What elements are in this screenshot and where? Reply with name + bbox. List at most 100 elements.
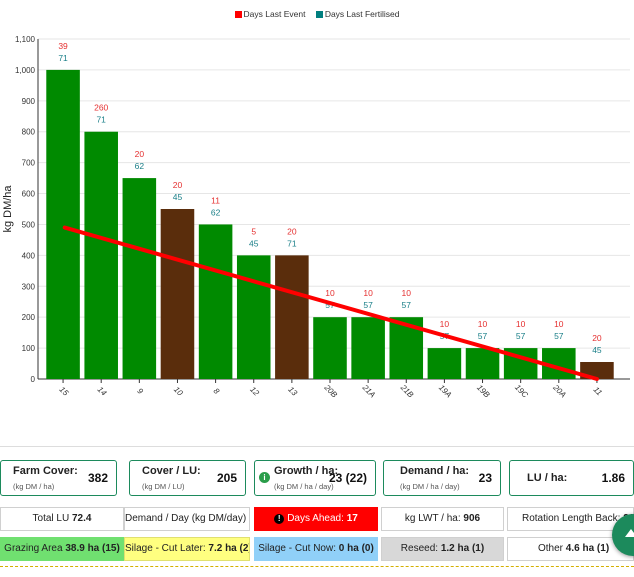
x-tick-label: 19C xyxy=(513,383,530,400)
days-last-event-label: 10 xyxy=(440,319,450,329)
days-last-fertilised-label: 45 xyxy=(249,238,259,248)
x-tick-label: 8 xyxy=(212,386,222,396)
y-tick-label: 700 xyxy=(22,159,36,168)
stat-value: 1.86 xyxy=(601,471,625,485)
legend-swatch-teal xyxy=(315,11,323,18)
y-tick-label: 800 xyxy=(22,128,36,137)
info-row-1: Total LU 72.4 Demand / Day (kg DM/day) 9… xyxy=(0,507,634,531)
cell-total-lu: Total LU 72.4 xyxy=(0,507,124,531)
bar-paddock-15[interactable] xyxy=(46,69,80,379)
stat-lu-ha: LU / ha: 1.86 xyxy=(509,460,634,496)
days-last-event-label: 39 xyxy=(58,41,68,51)
cell-silage-cut-now[interactable]: Silage - Cut Now: 0 ha (0) xyxy=(254,537,378,561)
y-tick-label: 900 xyxy=(22,97,36,106)
days-last-event-label: 5 xyxy=(251,226,256,236)
stat-farm-cover: Farm Cover: (kg DM / ha) 382 xyxy=(0,460,117,496)
days-last-event-label: 20 xyxy=(592,333,602,343)
days-last-fertilised-label: 57 xyxy=(554,331,564,341)
stat-label: Demand / ha: xyxy=(400,465,470,477)
days-last-event-label: 10 xyxy=(363,288,373,298)
bar-paddock-20b[interactable] xyxy=(313,317,347,379)
target-wedge-line xyxy=(62,225,599,381)
stat-sub: (kg DM / ha / day) xyxy=(400,482,460,491)
stat-value: 23 xyxy=(478,471,492,485)
cell-reseed[interactable]: Reseed: 1.2 ha (1) xyxy=(381,537,504,561)
cell-kg-lwt: kg LWT / ha: 906 xyxy=(381,507,504,531)
x-tick-label: 19B xyxy=(475,383,492,400)
days-last-event-label: 10 xyxy=(516,319,526,329)
stat-demand: Demand / ha: (kg DM / ha / day) 23 xyxy=(383,460,501,496)
bar-paddock-8[interactable] xyxy=(198,224,233,379)
cell-grazing-area[interactable]: Grazing Area 38.9 ha (15) xyxy=(0,537,124,561)
legend-swatch-red xyxy=(234,11,242,18)
y-tick-label: 200 xyxy=(22,313,36,322)
x-tick-label: 20B xyxy=(322,382,340,400)
section-divider xyxy=(0,446,634,447)
days-last-event-label: 20 xyxy=(173,180,183,190)
days-last-fertilised-label: 71 xyxy=(96,115,106,125)
stat-label: Growth / ha: xyxy=(274,465,339,477)
stat-sub: (kg DM / ha / day) xyxy=(274,482,334,491)
stat-label: Cover / LU: xyxy=(142,465,201,477)
bar-paddock-10[interactable] xyxy=(160,209,195,379)
x-tick-label: 12 xyxy=(248,385,261,398)
cell-days-ahead: ! Days Ahead: 17 xyxy=(254,507,378,531)
days-last-event-label: 10 xyxy=(325,288,335,298)
info-row-2: Grazing Area 38.9 ha (15) Silage - Cut L… xyxy=(0,537,634,561)
stat-sub: (kg DM / LU) xyxy=(142,482,185,491)
bar-paddock-19a[interactable] xyxy=(427,348,462,379)
dashed-divider xyxy=(0,566,634,567)
bar-paddock-12[interactable] xyxy=(236,255,271,379)
days-last-fertilised-label: 57 xyxy=(516,331,526,341)
x-tick-label: 20A xyxy=(551,382,568,399)
days-last-event-label: 11 xyxy=(211,195,220,205)
x-tick-label: 13 xyxy=(286,385,299,398)
stat-label: Farm Cover: xyxy=(13,465,78,477)
y-tick-label: 1,100 xyxy=(15,35,36,44)
days-last-fertilised-label: 62 xyxy=(211,207,221,217)
x-tick-label: 10 xyxy=(172,385,185,398)
days-last-event-label: 10 xyxy=(402,288,412,298)
bar-paddock-14[interactable] xyxy=(84,131,118,379)
days-last-fertilised-label: 57 xyxy=(402,300,412,310)
y-tick-label: 300 xyxy=(22,282,36,291)
x-tick-label: 11 xyxy=(592,385,604,397)
x-tick-label: 9 xyxy=(135,386,145,396)
y-tick-label: 400 xyxy=(22,251,36,260)
x-tick-label: 15 xyxy=(58,385,71,398)
legend-days-last-event[interactable]: Days Last Event xyxy=(234,9,308,19)
days-last-event-label: 20 xyxy=(135,149,145,159)
days-last-fertilised-label: 57 xyxy=(325,300,335,310)
days-last-event-label: 260 xyxy=(94,103,108,113)
y-tick-label: 0 xyxy=(31,375,36,384)
stat-growth: i Growth / ha: (kg DM / ha / day) 23 (22… xyxy=(254,460,376,496)
stat-value: 23 (22) xyxy=(328,471,367,485)
bar-paddock-13[interactable] xyxy=(275,255,309,379)
scroll-up-button[interactable] xyxy=(612,514,634,556)
bar-paddock-21a[interactable] xyxy=(351,317,385,379)
x-tick-label: 21B xyxy=(398,382,416,400)
days-last-fertilised-label: 57 xyxy=(363,300,373,310)
legend-days-last-fertilised[interactable]: Days Last Fertilised xyxy=(315,9,399,19)
days-last-fertilised-label: 45 xyxy=(173,192,183,202)
y-tick-label: 100 xyxy=(22,344,36,353)
days-last-fertilised-label: 45 xyxy=(592,345,602,355)
y-axis-label: kg DM/ha xyxy=(2,185,14,233)
days-last-event-label: 20 xyxy=(287,226,297,236)
days-last-fertilised-label: 71 xyxy=(58,53,68,63)
bar-paddock-9[interactable] xyxy=(122,178,157,379)
days-last-event-label: 10 xyxy=(478,319,488,329)
y-tick-label: 600 xyxy=(22,190,36,199)
stat-value: 205 xyxy=(216,471,237,485)
cell-silage-cut-later[interactable]: Silage - Cut Later: 7.2 ha (2) xyxy=(124,537,250,561)
info-icon[interactable]: i xyxy=(259,472,270,483)
days-last-fertilised-label: 71 xyxy=(287,238,297,248)
stats-row: Farm Cover: (kg DM / ha) 382 Cover / LU:… xyxy=(0,460,634,498)
days-last-event-label: 10 xyxy=(554,319,564,329)
y-tick-label: 500 xyxy=(22,220,36,229)
alert-icon: ! xyxy=(274,514,285,524)
stat-cover-lu: Cover / LU: (kg DM / LU) 205 xyxy=(129,460,246,496)
x-tick-label: 14 xyxy=(96,385,109,398)
cover-chart: 0 100 200 300 400 500 600 700 800 900 1,000 1,100 kg… xyxy=(2,35,630,400)
bar-paddock-19b[interactable] xyxy=(465,348,500,379)
